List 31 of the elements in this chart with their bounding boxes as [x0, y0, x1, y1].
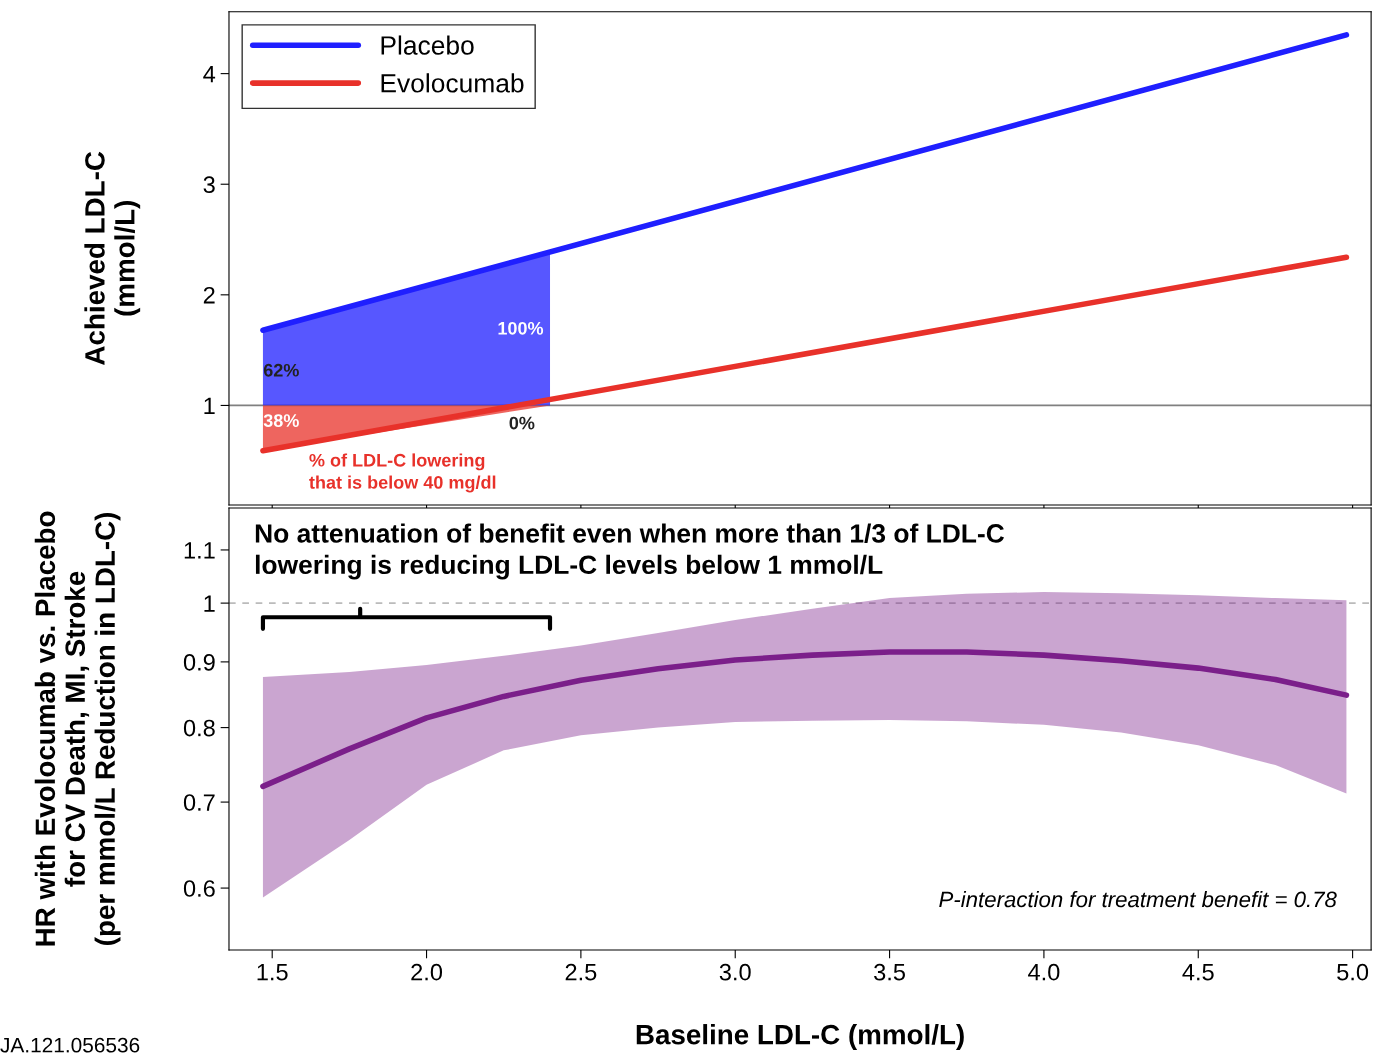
annotation: P-interaction for treatment benefit = 0.78 [939, 890, 1337, 908]
text: JA.121.056536 [0, 1037, 140, 1053]
x-tick-label: 4.0 [1028, 963, 1060, 981]
y-axis-title: HR with Evolocumab vs. Placebo for CV Death, MI, Stroke (per mmol/L Reduction in LDL-C) [34, 511, 121, 946]
y-tick-label: 0.8 [183, 719, 215, 737]
y-tick-label: 0.6 [183, 880, 215, 897]
x-tick-label: 2.0 [411, 963, 443, 981]
y-axis-title: Achieved LDL-C (mmol/L) [84, 151, 141, 365]
x-tick-label: 2.5 [565, 963, 597, 981]
x-axis-title: Baseline LDL-C (mmol/L) [636, 1024, 964, 1050]
y-tick-label: 2 [203, 286, 215, 304]
x-tick-label: 3.5 [874, 963, 905, 981]
annotation: No attenuation of benefit even when more than 1/3 of LDL-C lowering is reducing LDL-C levels below 1 mmol/L [255, 523, 1005, 580]
x-tick-label: 1.5 [257, 964, 288, 981]
x-tick-label: 5.0 [1337, 963, 1369, 981]
annotation: 100% [498, 321, 544, 335]
annotation: 38% [263, 414, 299, 427]
annotation: 62% [263, 363, 299, 377]
y-tick-label: 4 [203, 65, 216, 83]
y-tick-label: 0.9 [183, 653, 215, 671]
y-tick-label: 0.7 [183, 794, 215, 811]
legend-label: Evolocumab [381, 73, 524, 93]
annotation: 0% [509, 416, 535, 430]
x-tick-label: 4.5 [1182, 964, 1214, 981]
y-tick-label: 1 [204, 397, 215, 414]
y-tick-label: 3 [203, 176, 215, 194]
legend-label: Placebo [381, 35, 474, 55]
annotation: % of LDL-C lowering that is below 40 mg/dl [309, 453, 496, 493]
y-tick-label: 1 [204, 595, 215, 612]
x-tick-label: 3.0 [719, 963, 751, 981]
y-tick-label: 1.1 [184, 542, 215, 559]
